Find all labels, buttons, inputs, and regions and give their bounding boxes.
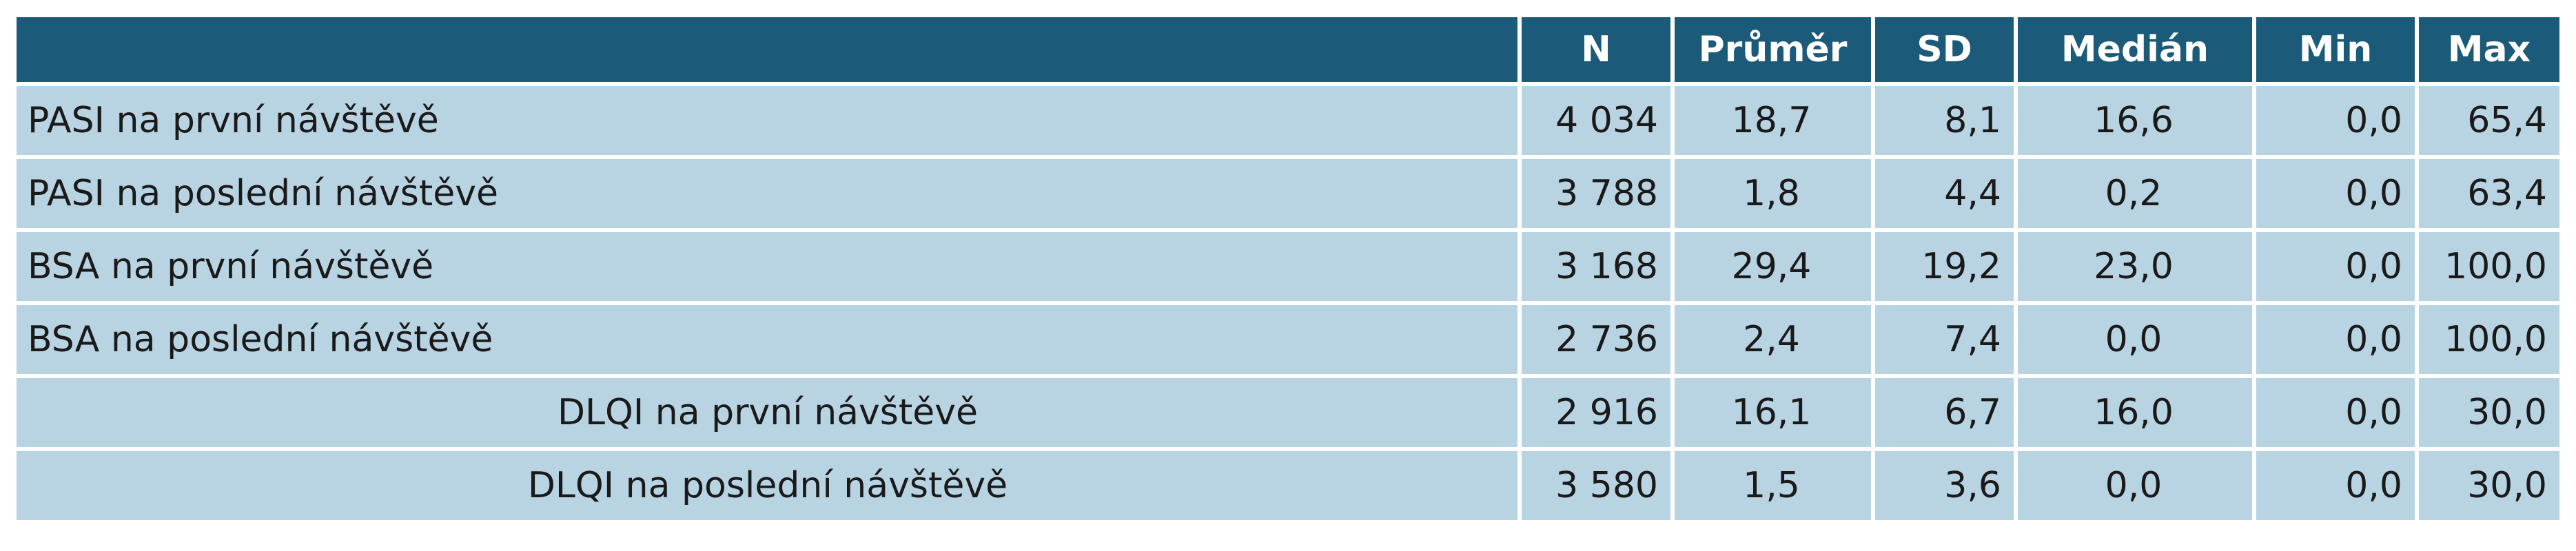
value-cell: 19,2 [1871,228,2018,305]
header-cell: Medián [2014,13,2256,86]
value-cell: 0,0 [2014,447,2256,524]
header-cell [17,13,1522,86]
value-cell: 65,4 [2415,82,2559,159]
row-label: PASI na poslední návštěvě [17,155,1522,232]
value-cell: 7,4 [1871,301,2018,378]
table-row: DLQI na poslední návštěvě 3 580 1,5 3,6 0,0 0… [17,447,2559,524]
table-body: PASI na první návštěvě 4 034 18,7 8,1 16,6 0,… [17,82,2559,524]
value-cell: 16,0 [2014,374,2256,451]
value-cell: 3 788 [1517,155,1675,232]
header-cell: N [1517,13,1675,86]
value-cell: 3,6 [1871,447,2018,524]
value-cell: 0,0 [2252,374,2419,451]
table-row: DLQI na první návštěvě 2 916 16,1 6,7 16,0 0,… [17,374,2559,451]
row-label: DLQI na poslední návštěvě [17,447,1522,524]
value-cell: 1,8 [1670,155,1875,232]
value-cell: 0,0 [2252,228,2419,305]
table-row: BSA na první návštěvě 3 168 29,4 19,2 23,0 0,… [17,228,2559,305]
table-row: BSA na poslední návštěvě 2 736 2,4 7,4 0,0 0,… [17,301,2559,378]
value-cell: 4,4 [1871,155,2018,232]
header-cell: SD [1871,13,2018,86]
table-row: PASI na poslední návštěvě 3 788 1,8 4,4 0,2 0… [17,155,2559,232]
value-cell: 2,4 [1670,301,1875,378]
header-cell: Min [2252,13,2419,86]
row-label: BSA na první návštěvě [17,228,1522,305]
row-label: DLQI na první návštěvě [17,374,1522,451]
value-cell: 16,6 [2014,82,2256,159]
value-cell: 23,0 [2014,228,2256,305]
value-cell: 16,1 [1670,374,1875,451]
value-cell: 0,0 [2252,447,2419,524]
stats-table: N Průměr SD Medián Min Max PASI na první návš… [17,13,2559,524]
value-cell: 63,4 [2415,155,2559,232]
value-cell: 1,5 [1670,447,1875,524]
value-cell: 0,0 [2014,301,2256,378]
value-cell: 30,0 [2415,374,2559,451]
value-cell: 3 580 [1517,447,1675,524]
row-label: PASI na první návštěvě [17,82,1522,159]
value-cell: 4 034 [1517,82,1675,159]
value-cell: 100,0 [2415,228,2559,305]
value-cell: 6,7 [1871,374,2018,451]
value-cell: 29,4 [1670,228,1875,305]
value-cell: 8,1 [1871,82,2018,159]
header-cell: Průměr [1670,13,1875,86]
value-cell: 18,7 [1670,82,1875,159]
value-cell: 0,0 [2252,155,2419,232]
value-cell: 3 168 [1517,228,1675,305]
value-cell: 2 736 [1517,301,1675,378]
header-cell: Max [2415,13,2559,86]
value-cell: 0,0 [2252,82,2419,159]
table-row: PASI na první návštěvě 4 034 18,7 8,1 16,6 0,… [17,82,2559,159]
value-cell: 0,2 [2014,155,2256,232]
row-label: BSA na poslední návštěvě [17,301,1522,378]
value-cell: 0,0 [2252,301,2419,378]
value-cell: 100,0 [2415,301,2559,378]
header-row: N Průměr SD Medián Min Max [17,13,2559,86]
value-cell: 30,0 [2415,447,2559,524]
value-cell: 2 916 [1517,374,1675,451]
